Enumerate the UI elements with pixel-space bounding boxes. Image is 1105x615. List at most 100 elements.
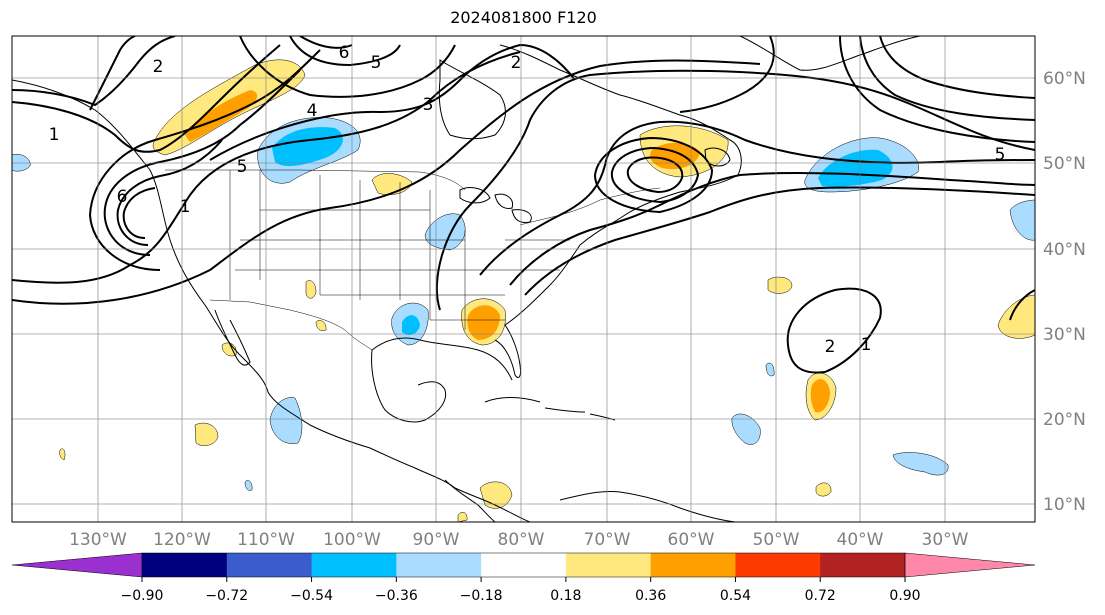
contour-line xyxy=(859,36,1035,121)
political-borders-layer xyxy=(165,169,661,351)
canada-coast xyxy=(499,44,742,176)
contour-label: 3 xyxy=(423,95,434,115)
negative-anomaly-core xyxy=(818,149,893,187)
contour-label: 2 xyxy=(825,337,836,357)
longitude-label: 120°W xyxy=(153,530,211,550)
map-background xyxy=(12,36,1035,522)
gulf-coast xyxy=(371,337,513,381)
colorbar-tick-label: −0.72 xyxy=(205,588,248,604)
contour-line xyxy=(786,287,882,374)
contour-line xyxy=(509,171,1035,286)
colorbar-tick-label: −0.54 xyxy=(290,588,333,604)
colorbar-tick-label: 0.90 xyxy=(889,588,920,604)
longitude-label: 70°W xyxy=(584,530,631,550)
colorbar-tick-label: 0.72 xyxy=(805,588,836,604)
negative-anomaly-area xyxy=(765,362,775,377)
contour-line xyxy=(299,36,353,49)
contour-label-layer: 2 1 4 6 5 3 6 5 2 2 1 1 5 xyxy=(49,43,1006,357)
colorbar-tick-label: −0.36 xyxy=(375,588,418,604)
map-frame xyxy=(11,35,1036,523)
contour-label: 1 xyxy=(861,335,872,355)
contour-line xyxy=(626,156,684,194)
colorbar-segment xyxy=(565,553,652,577)
positive-anomaly-area xyxy=(305,280,317,299)
colorbar-segment xyxy=(820,553,906,577)
colorbar-segment xyxy=(650,553,736,577)
longitude-label: 100°W xyxy=(323,530,381,550)
graticule xyxy=(12,36,1035,522)
positive-anomaly-area xyxy=(194,422,219,446)
latitude-label: 20°N xyxy=(1043,410,1086,430)
negative-anomaly-area xyxy=(892,452,949,476)
contour-line xyxy=(879,36,1035,99)
contour-label: 2 xyxy=(153,57,164,77)
colorbar-outline xyxy=(141,552,906,578)
latitude-label: 50°N xyxy=(1043,154,1086,174)
shading-layer xyxy=(12,59,1035,522)
contour-label: 1 xyxy=(49,125,60,145)
colorbar-tick-label: −0.18 xyxy=(460,588,503,604)
contour-line xyxy=(610,146,700,204)
colorbar-segment xyxy=(142,553,228,577)
colorbar-segment xyxy=(396,553,482,577)
longitude-label: 130°W xyxy=(69,530,127,550)
negative-anomaly-core xyxy=(402,315,420,336)
longitude-label: 110°W xyxy=(237,530,295,550)
latitude-label: 60°N xyxy=(1043,69,1086,89)
state-lines xyxy=(229,170,570,330)
east-coast xyxy=(504,174,739,326)
contour-line xyxy=(103,69,301,256)
baja-california xyxy=(214,309,251,366)
contour-line xyxy=(12,44,281,153)
longitude-label: 50°W xyxy=(753,530,800,550)
positive-anomaly-area xyxy=(457,512,468,522)
colorbar-extend-high xyxy=(904,552,1036,578)
colorbar-segment xyxy=(481,553,567,577)
colorbar xyxy=(11,552,1036,578)
hudson-bay xyxy=(438,59,506,140)
contour-label: 2 xyxy=(511,53,522,73)
longitude-label: 90°W xyxy=(413,530,460,550)
contour-line xyxy=(116,139,223,246)
contour-line xyxy=(839,36,1035,143)
longitude-label: 60°W xyxy=(668,530,715,550)
positive-anomaly-core xyxy=(185,90,258,142)
contour-line xyxy=(209,43,576,161)
contour-line xyxy=(593,136,714,214)
contour-line xyxy=(289,36,401,67)
greenland-coast xyxy=(739,36,921,71)
contour-label: 1 xyxy=(180,197,191,217)
longitude-label: 40°W xyxy=(837,530,884,550)
colorbar-tick-label: 0.36 xyxy=(635,588,666,604)
colorbar-extend-low xyxy=(11,552,143,578)
latitude-label: 40°N xyxy=(1043,240,1086,260)
contour-layer xyxy=(12,36,1035,374)
positive-anomaly-core xyxy=(467,305,500,340)
contour-label: 5 xyxy=(995,145,1006,165)
colorbar-tick-label: 0.18 xyxy=(550,588,581,604)
contour-label: 4 xyxy=(307,101,318,121)
colorbar-tick-label: −0.90 xyxy=(121,588,164,604)
colorbar-segment xyxy=(226,553,313,577)
contour-line xyxy=(12,51,521,284)
latitude-label: 30°N xyxy=(1043,325,1086,345)
negative-anomaly-core xyxy=(272,127,343,167)
longitude-label: 30°W xyxy=(922,530,969,550)
contour-line xyxy=(435,69,1035,311)
great-lakes xyxy=(459,187,532,223)
colorbar-segment xyxy=(735,553,821,577)
contour-line xyxy=(524,186,1035,296)
florida-coast xyxy=(494,324,521,378)
us-canada-border xyxy=(165,169,661,226)
central-america xyxy=(444,479,496,522)
yucatan-coast xyxy=(371,349,447,423)
contour-line xyxy=(88,49,321,271)
contour-line xyxy=(12,36,176,107)
colorbar-segment xyxy=(311,553,397,577)
latitude-label: 10°N xyxy=(1043,495,1086,515)
colorbar-tick-label: 0.54 xyxy=(720,588,751,604)
caribbean-islands xyxy=(484,397,616,421)
positive-anomaly-area xyxy=(59,448,66,461)
contour-line xyxy=(239,36,456,98)
